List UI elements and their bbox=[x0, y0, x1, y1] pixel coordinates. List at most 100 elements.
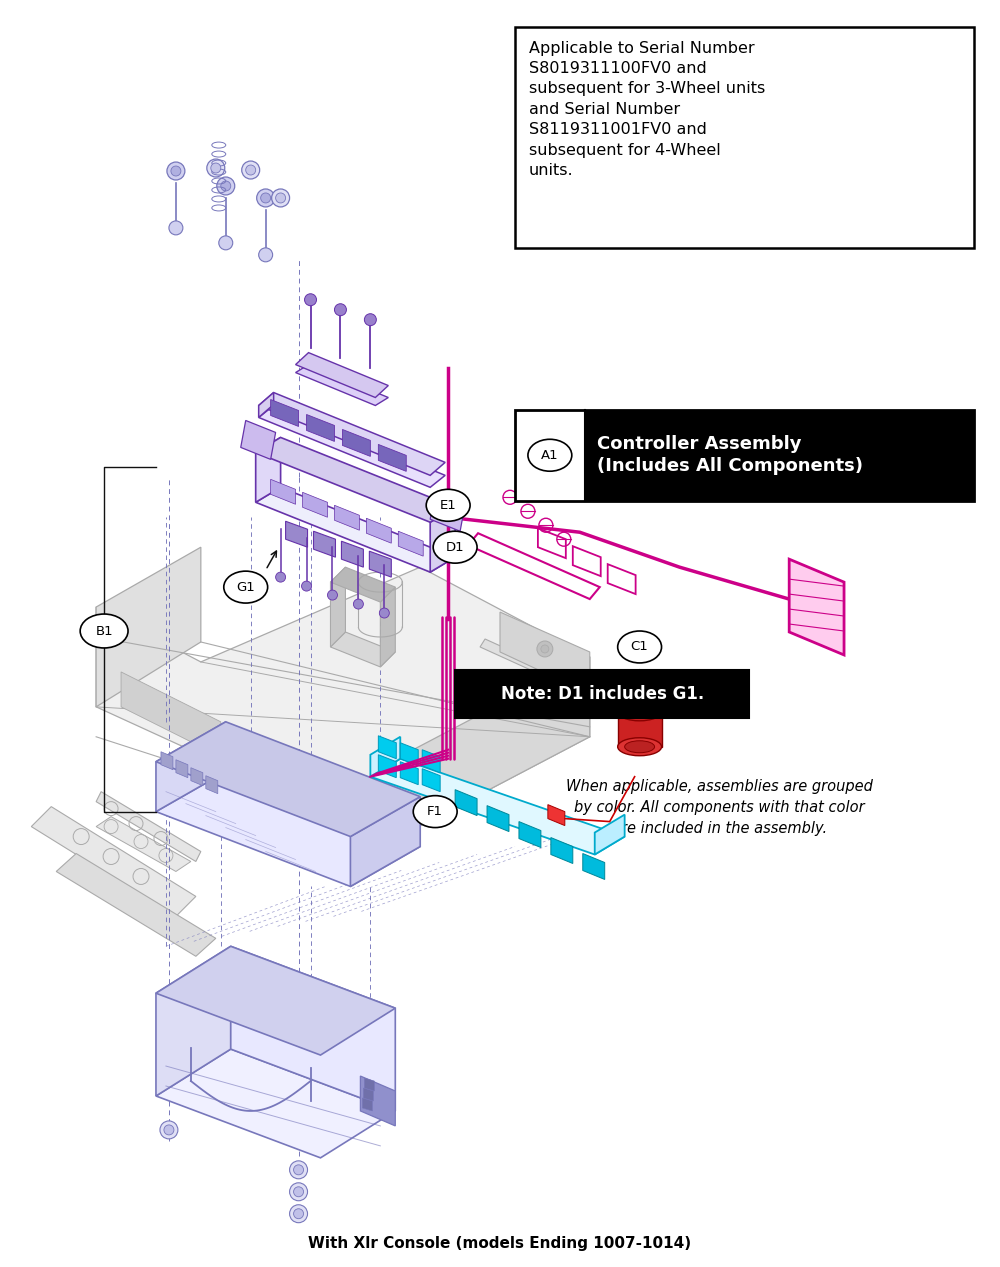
Polygon shape bbox=[121, 672, 221, 756]
Polygon shape bbox=[334, 506, 359, 530]
Polygon shape bbox=[366, 518, 391, 544]
Text: When applicable, assemblies are grouped
by color. All components with that color: When applicable, assemblies are grouped … bbox=[566, 779, 873, 836]
Circle shape bbox=[160, 1033, 178, 1052]
Circle shape bbox=[537, 641, 553, 658]
Bar bbox=[515, 409, 974, 500]
Ellipse shape bbox=[433, 531, 477, 563]
Circle shape bbox=[164, 1125, 174, 1135]
Text: G1: G1 bbox=[236, 580, 255, 594]
Polygon shape bbox=[156, 946, 231, 1096]
Polygon shape bbox=[369, 551, 391, 578]
Ellipse shape bbox=[224, 571, 268, 603]
Circle shape bbox=[169, 220, 183, 234]
Circle shape bbox=[164, 1038, 174, 1047]
Polygon shape bbox=[256, 437, 455, 522]
Polygon shape bbox=[259, 405, 445, 488]
Polygon shape bbox=[271, 399, 299, 427]
Polygon shape bbox=[259, 393, 274, 417]
Bar bbox=[455, 670, 749, 718]
Polygon shape bbox=[378, 445, 406, 471]
Text: E1: E1 bbox=[440, 499, 457, 512]
Circle shape bbox=[219, 236, 233, 250]
Circle shape bbox=[305, 294, 317, 305]
Circle shape bbox=[290, 1161, 308, 1178]
Circle shape bbox=[327, 590, 337, 601]
Polygon shape bbox=[341, 541, 363, 568]
Polygon shape bbox=[156, 1049, 395, 1158]
Ellipse shape bbox=[618, 631, 662, 663]
Circle shape bbox=[272, 189, 290, 207]
Circle shape bbox=[302, 582, 312, 592]
Polygon shape bbox=[330, 568, 395, 602]
Circle shape bbox=[290, 1183, 308, 1201]
Polygon shape bbox=[96, 547, 201, 707]
Polygon shape bbox=[330, 632, 395, 666]
Polygon shape bbox=[548, 805, 565, 826]
Circle shape bbox=[276, 573, 286, 582]
Text: Applicable to Serial Number
S8019311100FV0 and
subsequent for 3-Wheel units
and : Applicable to Serial Number S8019311100F… bbox=[529, 41, 765, 179]
Bar bbox=[585, 409, 974, 500]
Polygon shape bbox=[286, 521, 308, 547]
Polygon shape bbox=[551, 837, 573, 864]
Circle shape bbox=[334, 304, 346, 315]
Polygon shape bbox=[314, 531, 335, 557]
Text: B1: B1 bbox=[95, 625, 113, 637]
Circle shape bbox=[160, 1077, 178, 1095]
Polygon shape bbox=[156, 772, 420, 887]
Polygon shape bbox=[422, 750, 440, 773]
Polygon shape bbox=[256, 437, 281, 502]
Polygon shape bbox=[430, 507, 455, 573]
Ellipse shape bbox=[618, 703, 662, 721]
Polygon shape bbox=[370, 737, 400, 777]
Polygon shape bbox=[307, 414, 334, 441]
Circle shape bbox=[294, 1187, 304, 1197]
Polygon shape bbox=[595, 815, 625, 854]
Polygon shape bbox=[156, 722, 226, 812]
Polygon shape bbox=[31, 807, 196, 916]
Bar bbox=[515, 27, 974, 248]
Circle shape bbox=[167, 162, 185, 180]
Ellipse shape bbox=[618, 737, 662, 755]
Polygon shape bbox=[422, 769, 440, 792]
Polygon shape bbox=[363, 1088, 373, 1101]
Circle shape bbox=[290, 1205, 308, 1223]
Circle shape bbox=[294, 1164, 304, 1175]
Polygon shape bbox=[480, 639, 595, 697]
Polygon shape bbox=[156, 722, 420, 836]
Circle shape bbox=[171, 166, 181, 176]
Circle shape bbox=[221, 181, 231, 191]
Polygon shape bbox=[296, 352, 388, 398]
Polygon shape bbox=[96, 792, 201, 862]
Polygon shape bbox=[241, 421, 276, 460]
Circle shape bbox=[164, 1081, 174, 1091]
Text: With Xlr Console (models Ending 1007-1014): With Xlr Console (models Ending 1007-101… bbox=[308, 1235, 692, 1251]
Polygon shape bbox=[455, 789, 477, 816]
Circle shape bbox=[276, 193, 286, 203]
Polygon shape bbox=[362, 1098, 372, 1111]
Polygon shape bbox=[370, 759, 625, 854]
Circle shape bbox=[207, 160, 225, 177]
Polygon shape bbox=[398, 531, 423, 556]
Text: Controller Assembly
(Includes All Components): Controller Assembly (Includes All Compon… bbox=[597, 435, 863, 475]
Polygon shape bbox=[206, 775, 218, 793]
Polygon shape bbox=[271, 479, 296, 504]
Polygon shape bbox=[500, 612, 590, 694]
Text: Note: D1 includes G1.: Note: D1 includes G1. bbox=[501, 685, 704, 703]
Polygon shape bbox=[618, 712, 662, 746]
Circle shape bbox=[160, 1121, 178, 1139]
Polygon shape bbox=[161, 751, 173, 769]
Circle shape bbox=[217, 177, 235, 195]
Polygon shape bbox=[400, 742, 418, 765]
Circle shape bbox=[379, 608, 389, 618]
Polygon shape bbox=[583, 854, 605, 879]
Polygon shape bbox=[156, 946, 395, 1055]
Circle shape bbox=[259, 248, 273, 262]
Polygon shape bbox=[191, 768, 203, 786]
Polygon shape bbox=[303, 493, 327, 517]
Circle shape bbox=[364, 314, 376, 326]
Polygon shape bbox=[96, 817, 191, 872]
Polygon shape bbox=[176, 760, 188, 778]
Text: D1: D1 bbox=[446, 541, 464, 554]
Polygon shape bbox=[342, 430, 370, 456]
Polygon shape bbox=[350, 797, 420, 887]
